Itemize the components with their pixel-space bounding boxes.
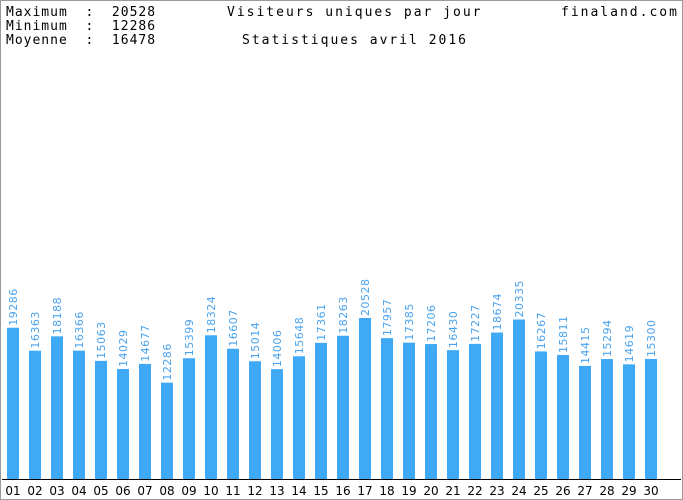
bar-day-30 bbox=[645, 359, 657, 479]
bar-value-label: 17957 bbox=[381, 299, 394, 337]
bar-day-22 bbox=[469, 343, 481, 479]
x-tick-label: 04 bbox=[71, 484, 86, 498]
bar-day-18 bbox=[381, 338, 393, 479]
bar-value-label: 16607 bbox=[227, 309, 240, 347]
bar-day-04 bbox=[73, 350, 85, 479]
x-tick-label: 30 bbox=[643, 484, 658, 498]
bar-value-label: 16363 bbox=[29, 311, 42, 349]
x-tick-label: 15 bbox=[313, 484, 328, 498]
bar-day-27 bbox=[579, 365, 591, 479]
bar-value-label: 19286 bbox=[7, 288, 20, 326]
x-tick-label: 12 bbox=[247, 484, 262, 498]
bar-value-label: 18324 bbox=[205, 296, 218, 334]
bar-day-16 bbox=[337, 335, 349, 479]
chart-subtitle: Statistiques avril 2016 bbox=[242, 33, 469, 48]
x-tick-label: 09 bbox=[181, 484, 196, 498]
x-tick-label: 07 bbox=[137, 484, 152, 498]
bar-day-15 bbox=[315, 342, 327, 479]
bar-value-label: 15014 bbox=[249, 322, 262, 360]
bar-value-label: 14006 bbox=[271, 330, 284, 368]
bar-day-06 bbox=[117, 368, 129, 479]
bar-value-label: 16267 bbox=[535, 312, 548, 350]
x-tick-label: 13 bbox=[269, 484, 284, 498]
bar-value-label: 18674 bbox=[491, 293, 504, 331]
bar-day-28 bbox=[601, 359, 613, 479]
bar-day-24 bbox=[513, 319, 525, 479]
bar-value-label: 15399 bbox=[183, 319, 196, 357]
bar-day-01 bbox=[7, 327, 19, 479]
x-tick-label: 17 bbox=[357, 484, 372, 498]
bar-day-10 bbox=[205, 335, 217, 479]
bar-value-label: 12286 bbox=[161, 343, 174, 381]
bar-day-25 bbox=[535, 351, 547, 479]
bar-value-label: 18263 bbox=[337, 296, 350, 334]
bar-day-29 bbox=[623, 364, 635, 479]
x-tick-label: 02 bbox=[27, 484, 42, 498]
chart-title: Visiteurs uniques par jour bbox=[227, 5, 483, 20]
x-tick-label: 11 bbox=[225, 484, 240, 498]
x-tick-label: 28 bbox=[599, 484, 614, 498]
bar-value-label: 18188 bbox=[51, 297, 64, 335]
bar-value-label: 16366 bbox=[73, 311, 86, 349]
bar-day-17 bbox=[359, 318, 371, 479]
bar-value-label: 15811 bbox=[557, 315, 570, 353]
stats-minimum: Minimum : 12286 bbox=[6, 19, 157, 34]
bar-value-label: 20528 bbox=[359, 279, 372, 317]
bar-day-12 bbox=[249, 361, 261, 479]
bar-day-03 bbox=[51, 336, 63, 479]
bar-day-14 bbox=[293, 356, 305, 479]
x-tick-label: 08 bbox=[159, 484, 174, 498]
bar-day-23 bbox=[491, 332, 503, 479]
x-tick-label: 19 bbox=[401, 484, 416, 498]
x-tick-label: 03 bbox=[49, 484, 64, 498]
site-name: finaland.com bbox=[561, 5, 679, 20]
x-tick-label: 05 bbox=[93, 484, 108, 498]
x-tick-label: 25 bbox=[533, 484, 548, 498]
x-tick-label: 26 bbox=[555, 484, 570, 498]
x-tick-label: 20 bbox=[423, 484, 438, 498]
bar-day-21 bbox=[447, 350, 459, 479]
x-tick-label: 23 bbox=[489, 484, 504, 498]
bar-day-08 bbox=[161, 382, 173, 479]
bar-day-13 bbox=[271, 369, 283, 479]
x-tick-label: 22 bbox=[467, 484, 482, 498]
bar-value-label: 17227 bbox=[469, 304, 482, 342]
bar-value-label: 17361 bbox=[315, 303, 328, 341]
bar-value-label: 14415 bbox=[579, 326, 592, 364]
x-tick-label: 24 bbox=[511, 484, 526, 498]
bar-value-label: 15648 bbox=[293, 317, 306, 355]
x-tick-label: 27 bbox=[577, 484, 592, 498]
bar-value-label: 20335 bbox=[513, 280, 526, 318]
bar-day-05 bbox=[95, 360, 107, 479]
x-tick-label: 10 bbox=[203, 484, 218, 498]
x-tick-label: 18 bbox=[379, 484, 394, 498]
bar-value-label: 14677 bbox=[139, 324, 152, 362]
x-tick-label: 06 bbox=[115, 484, 130, 498]
x-tick-label: 21 bbox=[445, 484, 460, 498]
stats-maximum: Maximum : 20528 bbox=[6, 5, 157, 20]
x-tick-label: 14 bbox=[291, 484, 306, 498]
bar-value-label: 14029 bbox=[117, 329, 130, 367]
bar-value-label: 17385 bbox=[403, 303, 416, 341]
bar-value-label: 15300 bbox=[645, 320, 658, 358]
x-tick-label: 01 bbox=[5, 484, 20, 498]
bar-value-label: 15294 bbox=[601, 320, 614, 358]
bar-day-26 bbox=[557, 354, 569, 479]
stats-average: Moyenne : 16478 bbox=[6, 33, 157, 48]
bar-value-label: 14619 bbox=[623, 325, 636, 363]
bar-day-02 bbox=[29, 350, 41, 479]
bar-day-07 bbox=[139, 363, 151, 479]
bar-day-20 bbox=[425, 344, 437, 479]
bar-day-19 bbox=[403, 342, 415, 479]
x-tick-label: 29 bbox=[621, 484, 636, 498]
bar-day-09 bbox=[183, 358, 195, 479]
bar-value-label: 15063 bbox=[95, 321, 108, 359]
bar-day-11 bbox=[227, 348, 239, 479]
bar-value-label: 16430 bbox=[447, 311, 460, 349]
x-tick-label: 16 bbox=[335, 484, 350, 498]
bar-value-label: 17206 bbox=[425, 305, 438, 343]
